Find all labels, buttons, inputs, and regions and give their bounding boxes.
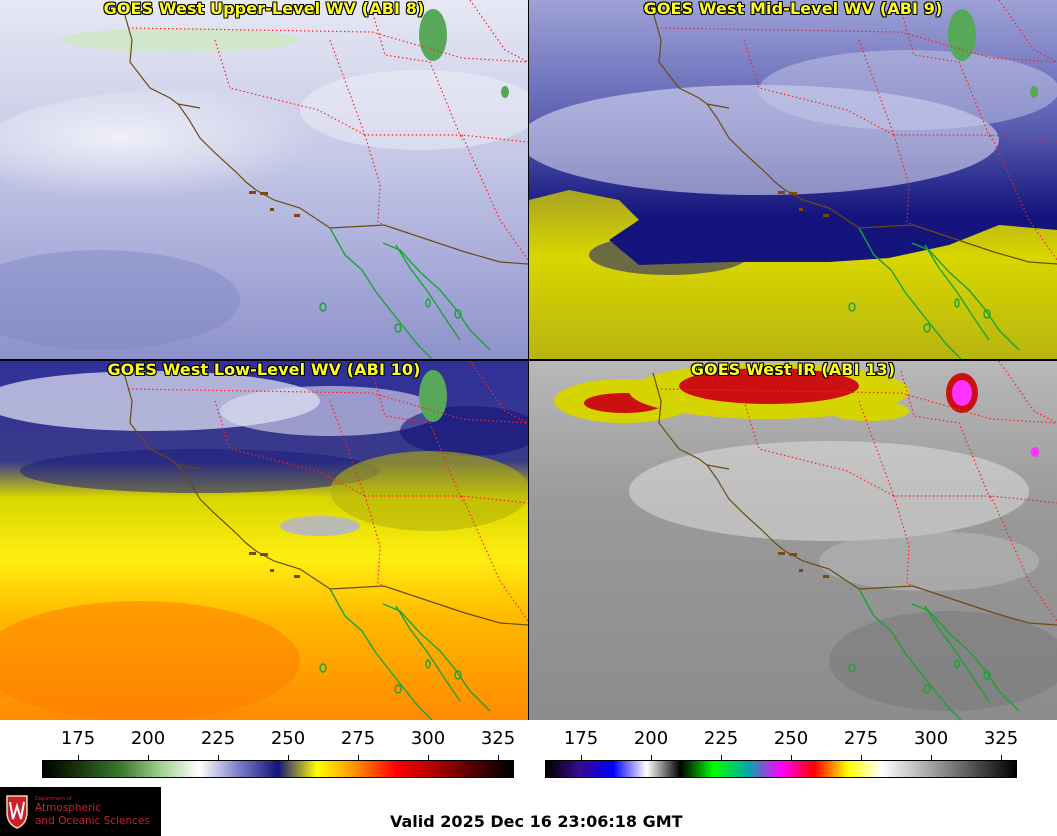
uw-crest-icon xyxy=(6,795,28,829)
scale-tick-label: 200 xyxy=(633,728,669,749)
scale-tick-mark xyxy=(931,755,932,760)
scale-tick-label: 250 xyxy=(773,728,809,749)
scale-tick-mark xyxy=(791,755,792,760)
ir-image xyxy=(529,361,1057,720)
logo-line-1: Atmospheric xyxy=(35,802,102,814)
scale-tick-label: 275 xyxy=(843,728,879,749)
ir-color-scale: 175 200 225 250 275 300 325 xyxy=(545,728,1019,780)
scale-tick-label: 325 xyxy=(983,728,1019,749)
panel-upper-level-wv: GOES West Upper-Level WV (ABI 8) xyxy=(0,0,528,359)
aos-logo: Department of Atmospheric and Oceanic Sc… xyxy=(0,787,161,836)
low-level-wv-image xyxy=(0,361,528,720)
scale-tick-mark xyxy=(1001,755,1002,760)
scale-tick-label: 225 xyxy=(200,728,236,749)
ir-color-bar xyxy=(545,760,1017,778)
scale-tick-mark xyxy=(428,755,429,760)
scale-tick-mark xyxy=(358,755,359,760)
logo-line-2: and Oceanic Sciences xyxy=(35,815,150,827)
legend-area xyxy=(0,720,1057,836)
scale-tick-mark xyxy=(581,755,582,760)
scale-tick-mark xyxy=(498,755,499,760)
scale-tick-label: 300 xyxy=(410,728,446,749)
wv-scale-ticks: 175 200 225 250 275 300 325 xyxy=(42,728,516,760)
panel-title: GOES West Mid-Level WV (ABI 9) xyxy=(643,0,943,18)
scale-tick-label: 175 xyxy=(60,728,96,749)
panel-low-level-wv: GOES West Low-Level WV (ABI 10) xyxy=(0,361,528,720)
mid-level-wv-image xyxy=(529,0,1057,359)
scale-tick-mark xyxy=(218,755,219,760)
panel-title: GOES West IR (ABI 13) xyxy=(690,361,896,379)
scale-tick-label: 325 xyxy=(480,728,516,749)
scale-tick-label: 225 xyxy=(703,728,739,749)
ir-scale-ticks: 175 200 225 250 275 300 325 xyxy=(545,728,1019,760)
scale-tick-label: 250 xyxy=(270,728,306,749)
logo-department: Department of xyxy=(35,796,72,802)
scale-tick-mark xyxy=(148,755,149,760)
scale-tick-mark xyxy=(78,755,79,760)
scale-tick-label: 275 xyxy=(340,728,376,749)
panel-title: GOES West Upper-Level WV (ABI 8) xyxy=(103,0,425,18)
wv-color-bar xyxy=(42,760,514,778)
scale-tick-mark xyxy=(288,755,289,760)
panel-ir: GOES West IR (ABI 13) xyxy=(529,361,1057,720)
panel-title: GOES West Low-Level WV (ABI 10) xyxy=(107,361,421,379)
valid-time: Valid 2025 Dec 16 23:06:18 GMT xyxy=(390,812,683,831)
panel-mid-level-wv: GOES West Mid-Level WV (ABI 9) xyxy=(529,0,1057,359)
scale-tick-label: 200 xyxy=(130,728,166,749)
scale-tick-label: 300 xyxy=(913,728,949,749)
upper-level-wv-image xyxy=(0,0,528,359)
scale-tick-mark xyxy=(721,755,722,760)
wv-color-scale: 175 200 225 250 275 300 325 xyxy=(42,728,516,780)
imagery-grid: GOES West Upper-Level WV (ABI 8) xyxy=(0,0,1057,720)
scale-tick-mark xyxy=(861,755,862,760)
scale-tick-label: 175 xyxy=(563,728,599,749)
scale-tick-mark xyxy=(651,755,652,760)
